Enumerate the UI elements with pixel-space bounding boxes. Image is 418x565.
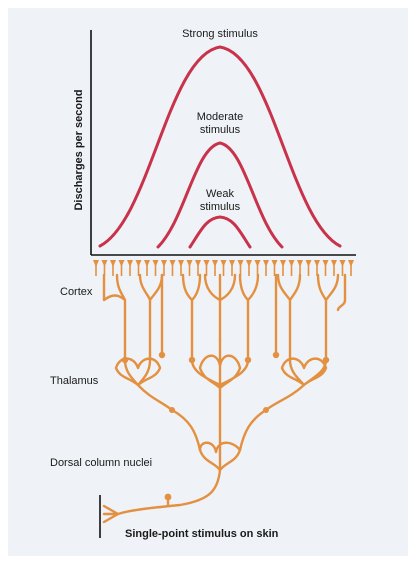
cortex-branch-center (205, 275, 235, 340)
cortex-terminal (246, 260, 252, 276)
cortex-terminal (212, 260, 218, 276)
weak-stimulus-label-line2: stimulus (200, 201, 240, 213)
thalamus-right-group (266, 359, 326, 410)
cortex-terminal (229, 260, 235, 276)
cortex-terminal (195, 260, 201, 276)
cortex-terminal (204, 260, 210, 276)
cortex-terminal (306, 260, 312, 276)
cortex-terminal (314, 260, 320, 276)
node (159, 352, 165, 358)
thalamus-to-dorsal-left (172, 410, 200, 450)
dorsal-nuclei-cluster (200, 430, 240, 470)
moderate-stimulus-label-line1: Moderate (197, 111, 243, 123)
cortex-terminal (221, 260, 227, 276)
cortex-terminal (272, 260, 278, 276)
node (165, 494, 172, 501)
weak-stimulus-curve (190, 217, 250, 247)
y-axis-label: Discharges per second (73, 89, 85, 210)
cortex-terminal (323, 260, 329, 276)
thalamus-left-group (116, 359, 172, 410)
node (189, 357, 195, 363)
thalamus-to-dorsal-right (240, 410, 266, 450)
node (263, 407, 269, 413)
node (169, 407, 175, 413)
moderate-stimulus-label-line2: stimulus (200, 124, 240, 136)
cortex-terminal (119, 260, 125, 276)
thalamus-center-group (192, 340, 248, 430)
cortex-terminal (170, 260, 176, 276)
cortex-terminal (263, 260, 269, 276)
node (273, 352, 279, 358)
strong-stimulus-label: Strong stimulus (182, 28, 258, 40)
node (245, 357, 251, 363)
cortex-terminal (348, 260, 354, 276)
cortex-terminal (178, 260, 184, 276)
cortex-terminal (289, 260, 295, 276)
cortex-terminal (255, 260, 261, 276)
cortex-terminal (161, 260, 167, 276)
skin-receptor-endings (104, 506, 118, 522)
cortex-terminal (153, 260, 159, 276)
cortex-branch-center-right (240, 275, 258, 360)
cortex-branch-right3 (318, 275, 345, 360)
cortex-terminal-row (93, 260, 354, 276)
primary-afferent-axon (118, 470, 220, 514)
node (323, 357, 329, 363)
cortex-branch-left2 (140, 275, 162, 360)
cortex-terminal (187, 260, 193, 276)
neuron-tree (104, 275, 345, 522)
cortex-branch-left (104, 275, 125, 360)
cortex-branch-center-left (183, 275, 200, 360)
cortex-terminal (340, 260, 346, 276)
node (122, 357, 128, 363)
cortex-terminal (102, 260, 108, 276)
thalamus-label: Thalamus (50, 375, 98, 387)
cortex-terminal (110, 260, 116, 276)
cortex-terminal (297, 260, 303, 276)
cortex-terminal (127, 260, 133, 276)
cortex-terminal (280, 260, 286, 276)
cortex-terminal (331, 260, 337, 276)
neuron-nodes (122, 352, 329, 501)
cortex-terminal (238, 260, 244, 276)
cortex-terminal (136, 260, 142, 276)
cortex-label: Cortex (60, 286, 92, 298)
cortex-terminal (144, 260, 150, 276)
weak-stimulus-label-line1: Weak (206, 188, 234, 200)
dorsal-column-nuclei-label: Dorsal column nuclei (50, 457, 152, 469)
cortex-terminal (93, 260, 99, 276)
single-point-stimulus-label: Single-point stimulus on skin (125, 528, 278, 540)
cortex-branch-right2 (278, 275, 300, 360)
